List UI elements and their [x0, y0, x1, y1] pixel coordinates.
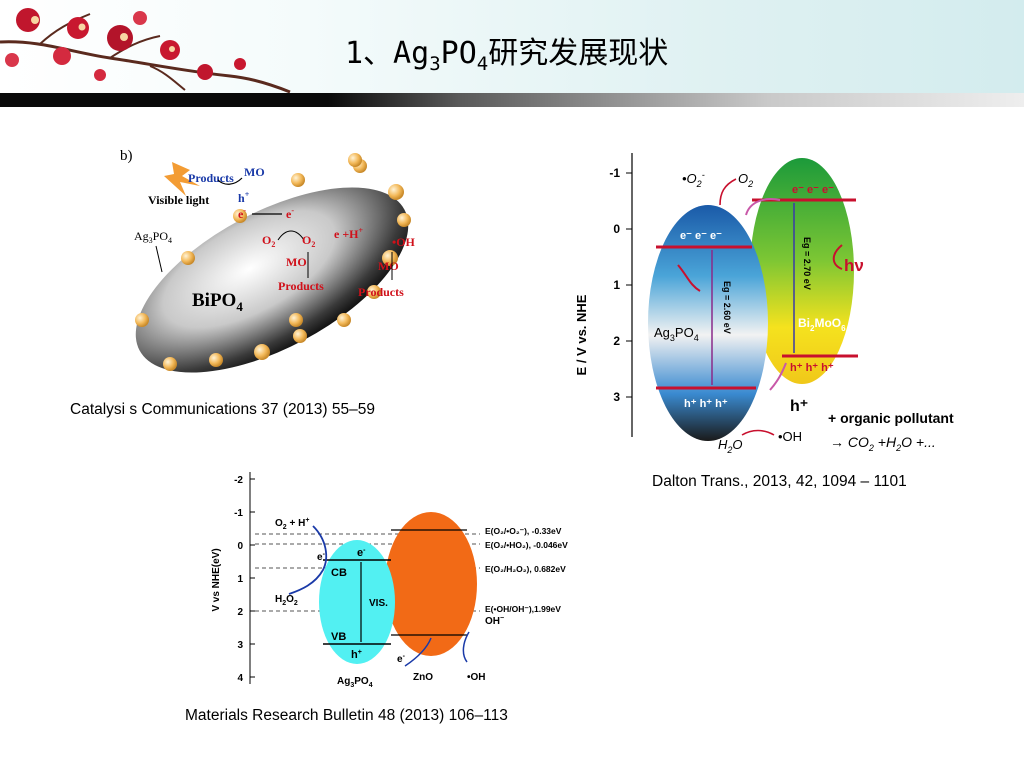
y-tick-label: 1	[613, 278, 620, 292]
panel-label: b)	[120, 148, 133, 164]
y-axis-label: E / V vs. NHE	[574, 294, 589, 375]
products-top-label: Products	[188, 171, 234, 185]
ag3po4-label: Ag3PO4	[134, 229, 172, 245]
valence-band-label: VB	[331, 631, 346, 643]
hole-label: h+	[238, 190, 250, 205]
zno-ellipse	[385, 512, 477, 656]
ag3po4-label: Ag3PO4	[654, 325, 699, 343]
lightning-icon	[164, 162, 200, 196]
figure-bipo4-ag3po4: b) Products MO Visible light h+ e- e- Ag…	[120, 148, 416, 373]
o2-h-plus-label: O2 + H+	[275, 517, 309, 531]
visible-light-label: Visible light	[148, 193, 209, 207]
bipo4-label: BiPO4	[192, 290, 243, 314]
hole-label: h+	[351, 649, 362, 661]
y-tick-label: -1	[234, 508, 243, 519]
e-h-plus-label: e +H+	[334, 226, 364, 241]
y-tick-label: 2	[613, 334, 620, 348]
holes-ag3po4: h⁺ h⁺ h⁺	[684, 398, 728, 410]
y-tick-label: 1	[237, 574, 243, 585]
holes-bi2moo6: h⁺ h⁺ h⁺	[790, 362, 834, 374]
mo-mid-label: MO	[286, 255, 307, 269]
bandgap-bi2moo6: Eg = 2.70 eV	[802, 237, 812, 290]
header-bar	[0, 93, 1024, 107]
citation-catalysis: Catalysi s Communications 37 (2013) 55–5…	[70, 401, 375, 418]
zno-label: ZnO	[413, 672, 433, 683]
oxygen-label: O2	[738, 171, 753, 189]
bandgap-ag3po4: Eg = 2.60 eV	[722, 281, 732, 334]
o2-left-label: O2	[262, 233, 275, 249]
oh-radical-label: •OH	[392, 235, 416, 249]
electron-left-label: e-	[238, 206, 246, 221]
bi2moo6-label: Bi2MoO6	[798, 316, 846, 333]
y-tick-label: 0	[613, 222, 620, 236]
citation-dalton: Dalton Trans., 2013, 42, 1094 – 1101	[652, 473, 907, 490]
electron-bottom-label: e-	[397, 653, 406, 665]
bi2moo6-ellipse	[750, 158, 854, 384]
products-mid-label: Products	[278, 279, 324, 293]
conduction-band-label: CB	[331, 567, 347, 579]
plum-blossom-decoration	[0, 8, 291, 94]
h2o2-label: H2O2	[275, 594, 298, 607]
potential-label: E(O₂/H₂O₂), 0.682eV	[485, 564, 566, 574]
bipo4-particle	[135, 187, 409, 373]
ag3po4-label: Ag3PO4	[337, 676, 373, 689]
products-label: → CO2 +H2O +...	[830, 434, 936, 453]
y-axis-label: V vs NHE(eV)	[211, 548, 222, 611]
o2-right-label: O2	[302, 233, 315, 249]
hydroxyl-radical-label: •OH	[467, 672, 486, 683]
figure-ag3po4-bi2moo6: E / V vs. NHE -1 0 1 2 3 •O2- O2 e⁻ e⁻ e…	[574, 153, 954, 455]
potential-label: E(O₂/•HO₂), -0.046eV	[485, 540, 568, 550]
y-tick-label: 3	[613, 390, 620, 404]
electron-left-label: e-	[317, 551, 326, 563]
products-right-label: Products	[358, 285, 404, 299]
organic-pollutant-label: + organic pollutant	[828, 410, 954, 426]
electron-right-label: e-	[286, 206, 294, 221]
citation-materials: Materials Research Bulletin 48 (2013) 10…	[185, 707, 508, 724]
electrons-ag3po4: e⁻ e⁻ e⁻	[680, 230, 722, 242]
y-tick-label: 3	[237, 640, 243, 651]
superoxide-label: •O2-	[682, 170, 705, 189]
y-tick-label: -1	[609, 166, 620, 180]
potential-label: E(O₂/•O₂⁻), -0.33eV	[485, 526, 562, 536]
y-tick-label: -2	[234, 475, 243, 486]
hydroxyl-radical-label: •OH	[778, 429, 802, 444]
y-tick-label: 0	[237, 541, 243, 552]
ag3po4-ellipse	[319, 540, 395, 664]
y-tick-label: 4	[237, 673, 243, 684]
photon-label: hν	[844, 256, 864, 275]
electron-top-label: e-	[357, 547, 366, 559]
water-label: H2O	[718, 437, 743, 455]
ag3po4-ellipse	[648, 205, 768, 441]
figure-ag3po4-zno: V vs NHE(eV) -2 -1 0 1 2 3 4 O2 + H+ e- …	[211, 472, 568, 689]
mo-right-label: MO	[378, 259, 399, 273]
mo-top-label: MO	[244, 165, 265, 179]
electrons-bi2moo6: e⁻ e⁻ e⁻	[792, 184, 834, 196]
hydroxide-label: OH−	[485, 615, 504, 627]
hole-label: h⁺	[790, 398, 808, 415]
potential-label: E(•OH/OH⁻),1.99eV	[485, 604, 561, 614]
y-tick-label: 2	[237, 607, 243, 618]
visible-label: VIS.	[369, 598, 388, 609]
ag3po4-nanoparticles	[135, 153, 411, 371]
slide-title: 1、Ag3PO4研究发展现状	[345, 36, 669, 75]
